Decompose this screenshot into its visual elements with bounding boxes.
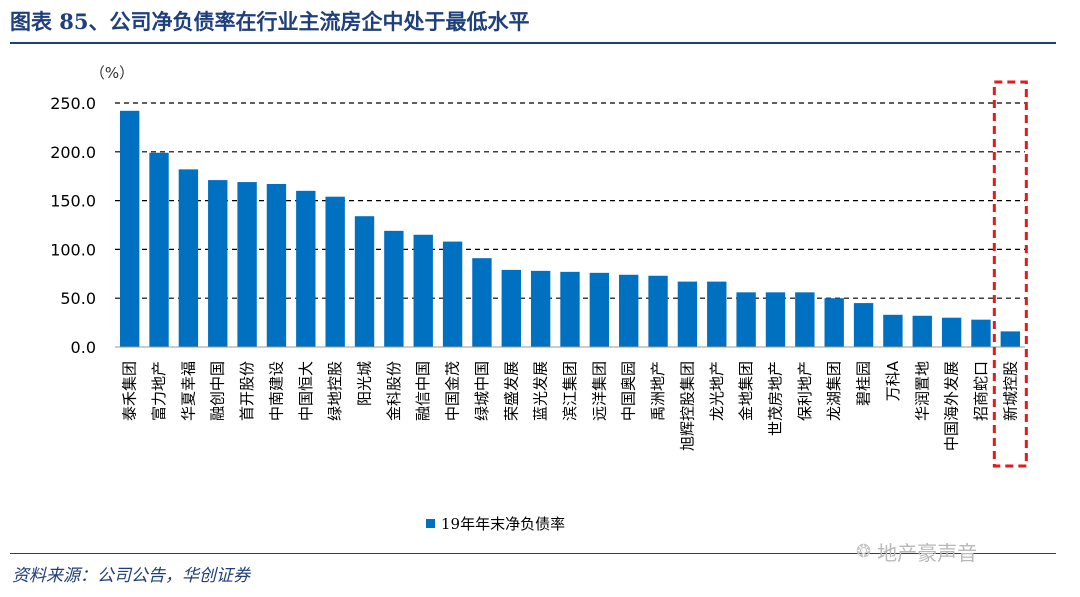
bar-21	[736, 292, 756, 347]
bar-0	[119, 110, 140, 347]
bar-11	[442, 241, 463, 347]
y-tick-label: 50.0	[60, 289, 96, 308]
x-tick-label: 阳光城	[356, 361, 374, 406]
bar-15	[560, 271, 580, 347]
x-tick-label: 禹洲地产	[649, 361, 667, 421]
x-tick-label: 绿地控股	[326, 361, 344, 421]
x-axis-labels: 泰禾集团 富力地产 华夏幸福 融创中国 首开股份 中南建设 中国恒大 绿地控股 阳光城 金科股份融…	[121, 360, 1020, 451]
bar-17	[619, 274, 639, 347]
bar-9	[384, 230, 404, 347]
x-tick-label: 龙光地产	[708, 361, 726, 421]
bar-26	[883, 314, 903, 347]
watermark-text: 地产豪声音	[877, 541, 978, 565]
x-tick-label: 华润置地	[913, 361, 931, 421]
x-tick-label: 首开股份	[238, 361, 256, 421]
bar-16	[589, 272, 610, 347]
x-tick-label: 中国奥园	[620, 361, 638, 421]
y-unit-label: （%）	[90, 64, 134, 82]
bar-25	[853, 303, 874, 347]
footer-rule	[10, 553, 1056, 554]
x-tick-label: 保利地产	[796, 361, 814, 421]
x-tick-label: 荣盛发展	[502, 361, 520, 421]
bar-13	[501, 269, 521, 347]
x-tick-label: 蓝光发展	[532, 361, 550, 421]
figure-title: 图表 85、公司净负债率在行业主流房企中处于最低水平	[10, 9, 530, 34]
y-tick-label: 250.0	[50, 94, 96, 113]
bar-23	[795, 292, 815, 347]
bar-20	[707, 281, 727, 347]
bars	[119, 110, 1021, 347]
source-note: 资料来源：公司公告，华创证券	[12, 566, 250, 586]
x-tick-label: 中南建设	[267, 361, 285, 421]
x-tick-label: 世茂房地产	[766, 361, 784, 436]
x-tick-label: 新城控股	[1001, 361, 1019, 421]
x-tick-label: 远洋集团	[590, 361, 608, 421]
y-tick-label: 0.0	[71, 338, 96, 357]
bar-2	[178, 169, 199, 347]
x-tick-label: 滨江集团	[561, 361, 579, 421]
x-tick-label: 中国海外发展	[943, 361, 961, 451]
x-tick-label: 中国恒大	[297, 361, 315, 421]
x-tick-label: 金科股份	[385, 361, 403, 421]
highlight-box	[992, 80, 1028, 468]
y-tick-label: 100.0	[50, 240, 96, 259]
bar-5	[266, 184, 287, 347]
legend-swatch	[426, 519, 435, 528]
bar-4	[237, 182, 257, 347]
bar-30	[1000, 331, 1021, 347]
title-rule	[10, 42, 1056, 44]
legend: 19年年末净负债率	[426, 513, 565, 534]
y-tick-label: 150.0	[50, 192, 96, 211]
bar-27	[912, 315, 932, 347]
bar-18	[648, 275, 668, 347]
bar-22	[765, 292, 786, 347]
x-tick-label: 绿城中国	[473, 361, 491, 421]
wechat-icon: ❂	[856, 541, 872, 562]
bar-24	[824, 298, 844, 347]
x-tick-label: 融信中国	[414, 361, 432, 421]
x-tick-label: 碧桂园	[855, 361, 873, 406]
x-tick-label: 泰禾集团	[121, 361, 139, 421]
x-tick-label: 龙湖集团	[825, 361, 843, 421]
x-tick-label: 华夏幸福	[179, 361, 197, 421]
legend-label: 19年年末净负债率	[441, 515, 566, 533]
watermark: ❂ 地产豪声音	[856, 537, 977, 566]
bar-12	[472, 258, 492, 347]
x-tick-label: 招商蛇口	[972, 361, 990, 421]
bar-14	[530, 270, 551, 347]
x-tick-label: 中国金茂	[444, 361, 462, 421]
bar-29	[971, 319, 991, 347]
x-tick-label: 万科A	[884, 360, 902, 401]
bar-8	[354, 216, 375, 347]
x-tick-label: 旭辉控股集团	[678, 361, 696, 451]
x-tick-label: 融创中国	[209, 361, 227, 421]
bar-1	[149, 152, 169, 347]
bar-7	[325, 196, 345, 347]
bar-19	[677, 281, 698, 347]
x-tick-label: 金地集团	[737, 361, 755, 421]
bar-10	[413, 234, 433, 347]
y-tick-label: 200.0	[50, 143, 96, 162]
y-axis-ticks: 0.0 50.0 100.0 150.0 200.0 250.0	[50, 94, 96, 357]
bar-28	[941, 317, 962, 347]
x-tick-label: 富力地产	[150, 361, 168, 421]
bar-6	[296, 190, 316, 347]
bar-3	[208, 180, 228, 347]
